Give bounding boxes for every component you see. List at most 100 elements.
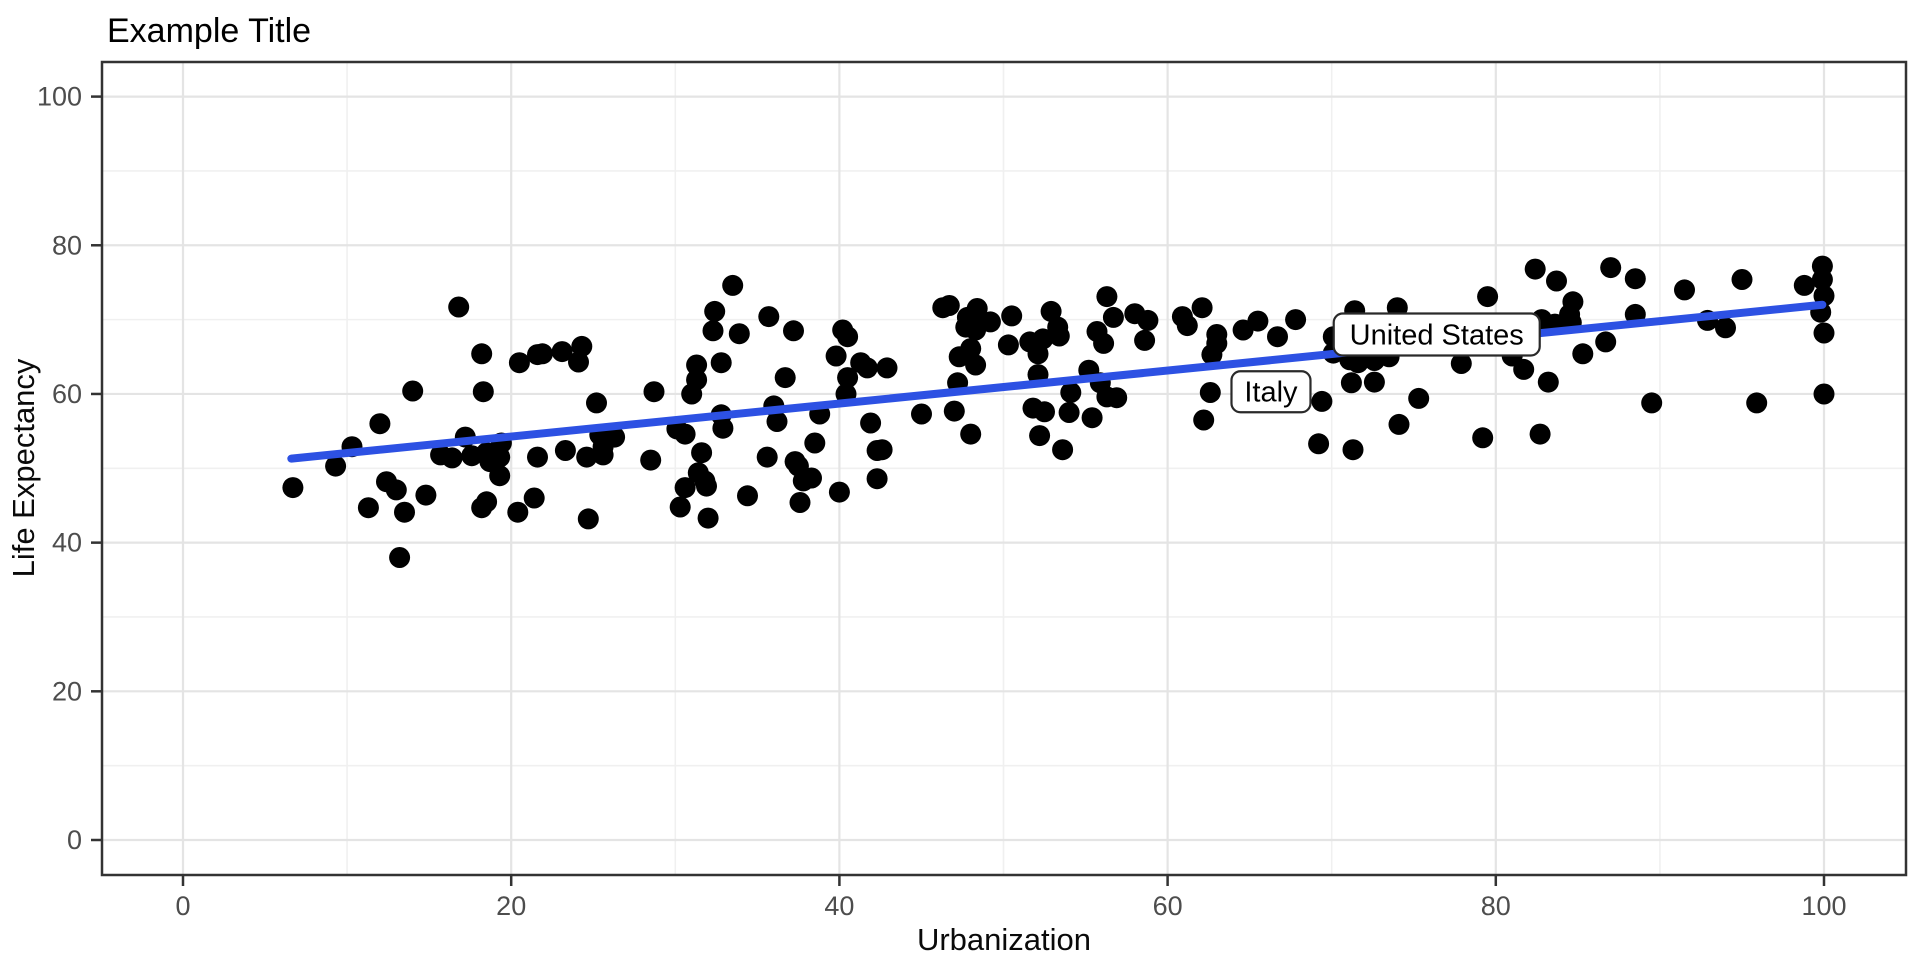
data-point [1285,309,1307,331]
data-point [1193,409,1215,431]
data-point [1546,270,1567,292]
annotation-text: Italy [1244,377,1298,409]
x-axis-ticks: 0 20 40 60 80 100 [175,875,1847,921]
data-point [710,352,732,374]
data-point [551,341,573,363]
data-point [1408,387,1430,409]
data-point [697,507,719,529]
data-point [1040,300,1062,322]
data-point [1034,401,1055,423]
trend-line-layer [287,300,1827,463]
data-point [938,295,960,316]
data-point [472,381,494,403]
data-point [1363,371,1385,393]
data-point [1624,268,1646,290]
data-point [1096,286,1118,308]
data-point [325,455,347,477]
data-point [704,300,726,322]
y-axis-title: Life Expectancy [6,358,41,577]
data-point [758,306,780,328]
y-tick-label: 20 [52,676,82,706]
data-point [756,446,778,468]
data-point [441,447,463,469]
data-point [1247,310,1269,332]
data-point [702,320,724,342]
data-point [979,311,1001,333]
data-point [1450,353,1472,374]
data-point [1472,427,1494,449]
data-point [1600,257,1622,279]
data-point [389,547,411,568]
data-point [737,485,758,507]
data-point [691,442,713,464]
data-point [1793,274,1815,296]
data-point [766,411,788,432]
data-point [825,345,847,367]
data-point [1529,423,1551,445]
data-point [1201,344,1223,366]
data-point [965,354,987,376]
annotation-label: Italy [1230,370,1312,414]
data-point [876,357,898,379]
data-point [576,446,598,468]
trend-line [287,300,1827,463]
data-point [527,446,548,468]
data-point [1340,372,1362,394]
data-point [471,343,493,365]
data-point [674,477,696,499]
data-point [507,501,529,523]
data-point [592,444,614,466]
data-point [871,439,893,461]
data-point [1477,286,1499,308]
data-point [1191,297,1213,319]
data-point [712,417,734,439]
data-point [531,343,553,365]
y-tick-label: 0 [67,825,82,855]
annotation-box [1230,370,1312,414]
data-point [960,423,982,445]
data-point [571,335,593,357]
data-point [369,413,391,435]
data-point [960,338,982,360]
data-point [774,367,796,389]
data-point [402,380,424,402]
data-point [476,491,498,513]
annotation-text: United States [1350,319,1524,351]
data-point [1093,332,1115,354]
data-point [448,296,470,318]
data-point [1388,413,1410,435]
data-point [997,334,1019,356]
data-point [1199,382,1221,403]
data-point [1715,317,1736,339]
data-point [837,367,859,389]
data-point [728,323,750,345]
data-point [860,412,882,434]
data-point [1029,425,1051,447]
data-point [577,508,599,530]
annotation-label: United States [1332,312,1541,357]
data-point [1813,322,1835,344]
panel-border [100,60,1908,877]
data-point [1572,343,1594,365]
data-point [586,392,607,414]
data-point [1027,343,1049,365]
x-tick-label: 20 [496,891,526,921]
data-point [1595,331,1617,353]
data-point [1001,305,1023,327]
y-tick-label: 40 [52,528,82,558]
data-point [801,467,822,489]
chart-title: Example Title [107,12,311,50]
data-point [1731,269,1753,290]
data-point [783,320,804,342]
y-axis-ticks: 0 20 40 60 80 100 [37,82,102,855]
y-tick-label: 80 [52,230,82,260]
data-point [1052,439,1074,461]
data-point [1347,352,1369,374]
x-tick-label: 80 [1481,891,1511,921]
data-point [282,477,304,499]
data-point [943,400,965,422]
y-tick-label: 100 [37,82,82,112]
data-point [394,501,415,523]
data-point [568,351,589,373]
